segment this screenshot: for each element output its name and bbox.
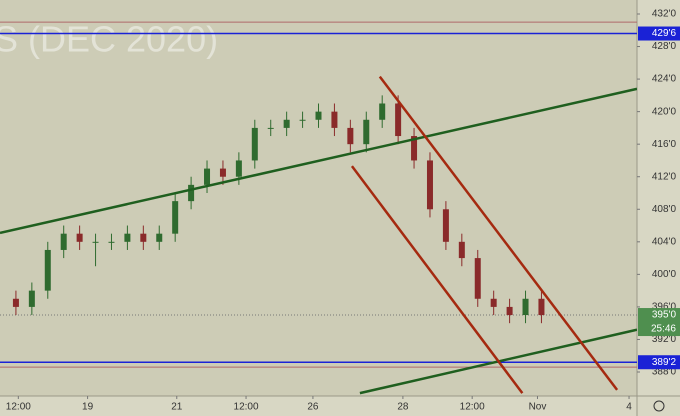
last-price-label: 395'0 [652,310,677,321]
candle-body [188,184,195,202]
candle-body [283,119,290,128]
y-tick-label: 388'0 [652,367,677,378]
candle-body [92,241,99,243]
candle-body [506,306,513,316]
candle-body [299,119,306,121]
candle-body [108,241,115,243]
candle-body [522,298,529,316]
y-tick-label: 432'0 [652,9,677,20]
level-label: 389'2 [652,357,677,368]
candle-body [172,201,179,234]
x-tick-label: 12:00 [234,402,259,413]
x-tick-label: 12:00 [6,402,31,413]
candle-body [331,111,338,128]
plot [0,21,637,395]
candle-body [28,290,35,307]
candle-body [363,119,370,145]
level-badge [638,355,680,370]
candle-body [538,298,545,316]
y-tick-label: 424'0 [652,74,677,85]
plot-area [0,0,637,396]
candle-body [411,136,418,161]
candle-body [474,258,481,299]
candle-body [315,111,322,120]
y-tick-label: 396'0 [652,302,677,313]
level-badge [638,26,680,41]
level-label: 429'6 [652,28,677,39]
last-price-badge [638,308,680,337]
candle-body [219,168,226,177]
y-tick-label: 416'0 [652,139,677,150]
trend-line [0,87,637,235]
y-tick-label: 420'0 [652,106,677,117]
watermark: S (DEC 2020) [0,19,218,60]
y-tick-label: 392'0 [652,334,677,345]
x-tick-label: 28 [397,402,409,413]
trend-line [378,75,619,391]
y-tick-label: 412'0 [652,171,677,182]
candle-body [458,241,465,259]
x-tick-label: 4 [626,402,632,413]
candle-body [379,103,386,120]
x-tick-label: 19 [82,402,94,413]
candle-body [156,233,163,242]
candle-body [44,249,51,291]
y-tick-label: 400'0 [652,269,677,280]
candle-body [76,233,83,242]
x-tick-label: 21 [171,402,183,413]
candle-body [60,233,67,250]
countdown: 25:46 [651,324,676,335]
candle-body [124,233,131,242]
candle-body [251,127,258,161]
y-tick-label: 404'0 [652,236,677,247]
y-tick-label: 428'0 [652,41,677,52]
candle-body [347,127,354,145]
settings-icon[interactable] [653,400,665,412]
y-tick-label: 408'0 [652,204,677,215]
candle-body [490,298,497,307]
candle-body [235,160,242,177]
candle-body [442,209,449,242]
candle-body [12,298,19,307]
x-tick-label: 12:00 [460,402,485,413]
candle-body [140,233,147,242]
candle-body [395,103,402,137]
x-tick-label: Nov [529,402,547,413]
price-axis [637,0,680,416]
candle-body [426,160,433,210]
time-axis [0,396,637,416]
candle-body [204,168,211,185]
candle-body [267,127,274,129]
x-tick-label: 26 [307,402,319,413]
trend-line [350,165,524,394]
